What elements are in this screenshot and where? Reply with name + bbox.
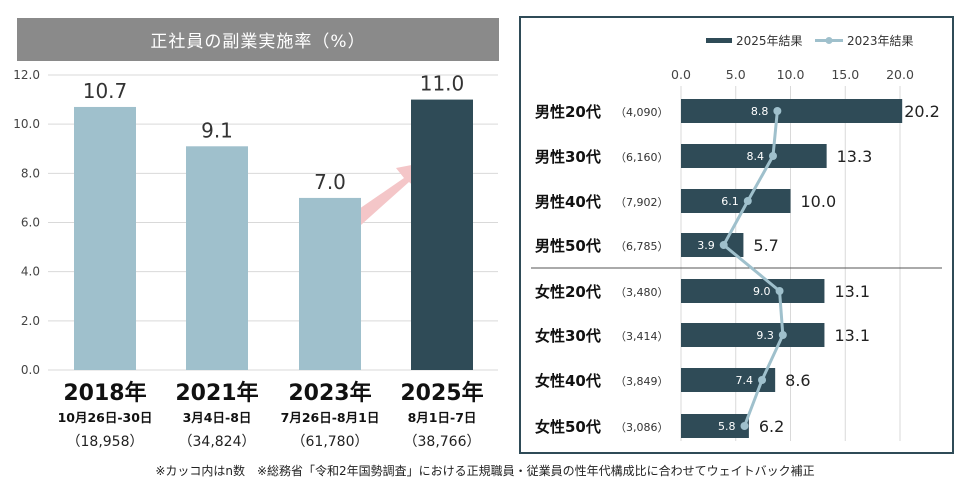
period-label: 3月4日-8日 [183, 410, 252, 425]
bar-value-label: 7.0 [314, 170, 346, 194]
left-bars [74, 99, 473, 371]
y-tick-label: 6.0 [21, 216, 40, 230]
legend-label-2023: 2023年結果 [847, 34, 914, 48]
x-tick-label: 15.0 [831, 67, 859, 82]
y-tick-label: 10.0 [13, 117, 40, 131]
y-tick-label: 0.0 [21, 363, 40, 377]
line-2023: 8.8 8.4 6.1 3.9 9.0 9.3 7.4 5.8 [697, 105, 787, 433]
bar-value-label-2025: 10.0 [801, 192, 837, 211]
sample-size-label: （38,766） [404, 434, 481, 450]
legend-marker-2023 [825, 37, 833, 44]
line-2023-value-label: 5.8 [718, 420, 736, 433]
period-label: 8月1日-7日 [408, 410, 477, 425]
sample-size-label: （4,090） [615, 106, 669, 119]
sample-size-label: （3,849） [615, 375, 669, 388]
bar-value-label-2025: 13.3 [837, 147, 873, 166]
right-bar-chart: 2025年結果 2023年結果 0.0 5.0 10.0 15.0 20.0 20.2 13… [531, 34, 942, 441]
bar-2025 [681, 99, 903, 123]
bar-value-label-2025: 6.2 [759, 417, 784, 436]
y-tick-label: 8.0 [21, 166, 40, 180]
bar-value-label-2025: 13.1 [834, 282, 870, 301]
line-2023-marker [775, 287, 784, 295]
bar [74, 106, 136, 371]
right-x-axis: 0.0 5.0 10.0 15.0 20.0 [671, 67, 914, 82]
line-2023-marker [743, 197, 752, 205]
line-2023-value-label: 6.1 [721, 195, 739, 208]
increase-arrow [343, 163, 422, 233]
x-tick-label: 0.0 [671, 67, 691, 82]
x-tick-label: 5.0 [726, 67, 746, 82]
arrow-shape [343, 163, 422, 233]
bar-value-label: 9.1 [201, 118, 233, 142]
y-category-label: 女性50代 [535, 418, 601, 436]
left-bar-labels: 10.7 9.1 7.0 11.0 [83, 72, 465, 194]
y-category-label: 男性30代 [535, 148, 601, 166]
line-2023-marker [719, 241, 728, 249]
bar-value-label-2025: 8.6 [785, 371, 810, 390]
bar-value-label-2025: 13.1 [834, 326, 870, 345]
left-bar-chart: 0.0 2.0 4.0 6.0 8.0 10.0 12.0 10.7 9.1 7.0 11.0 2… [13, 68, 498, 450]
left-y-axis: 0.0 2.0 4.0 6.0 8.0 10.0 12.0 [13, 68, 40, 377]
x-category-label: 2018年 [63, 380, 146, 406]
x-tick-label: 20.0 [886, 67, 914, 82]
line-2023-marker [740, 422, 749, 430]
sample-size-label: （18,958） [67, 434, 144, 450]
y-category-label: 女性20代 [535, 283, 601, 301]
bar-value-label-2025: 5.7 [753, 236, 778, 255]
x-tick-label: 10.0 [777, 67, 805, 82]
bar-value-label-2025: 20.2 [904, 102, 940, 121]
x-category-label: 2023年 [288, 380, 371, 406]
y-category-label: 女性30代 [535, 327, 601, 345]
x-category-label: 2025年 [400, 380, 483, 406]
legend: 2025年結果 2023年結果 [706, 34, 914, 48]
bar-value-label: 11.0 [420, 72, 465, 96]
line-2023-value-label: 7.4 [736, 374, 754, 387]
bar-value-label: 10.7 [83, 79, 128, 103]
sample-size-label: （3,086） [615, 421, 669, 434]
left-x-axis: 2018年 10月26日-30日 （18,958） 2021年 3月4日-8日 （34,8… [58, 380, 484, 450]
right-bars: 20.2 13.3 10.0 5.7 13.1 13.1 8.6 6.2 [681, 99, 940, 438]
sample-size-label: （6,160） [615, 151, 669, 164]
sample-size-label: （61,780） [292, 434, 369, 450]
sample-size-label: （3,480） [615, 286, 669, 299]
right-y-axis: 男性20代 （4,090） 男性30代 （6,160） 男性40代 （7,902） 男性50… [535, 103, 669, 436]
line-2023-value-label: 9.0 [753, 285, 771, 298]
sample-size-label: （34,824） [179, 434, 256, 450]
line-2023-value-label: 8.4 [746, 150, 764, 163]
bar-2025 [681, 323, 825, 347]
bar-2025 [681, 144, 827, 168]
bar-2025 [681, 414, 749, 438]
legend-swatch-2025 [706, 38, 732, 43]
bar-2025 [681, 189, 791, 213]
line-2023-marker [768, 152, 777, 160]
bar [411, 99, 473, 371]
y-tick-label: 12.0 [13, 68, 40, 82]
bar [299, 197, 361, 370]
y-category-label: 男性50代 [535, 237, 601, 255]
line-2023-marker [758, 376, 767, 384]
period-label: 7月26日-8月1日 [281, 410, 380, 425]
line-2023-marker [778, 331, 787, 339]
y-category-label: 男性20代 [535, 103, 601, 121]
line-2023-marker [773, 107, 782, 115]
sample-size-label: （6,785） [615, 240, 669, 253]
left-chart-title: 正社員の副業実施率（%） [17, 18, 499, 61]
legend-label-2025: 2025年結果 [736, 34, 803, 48]
period-label: 10月26日-30日 [58, 410, 153, 425]
sample-size-label: （7,902） [615, 196, 669, 209]
line-2023-value-label: 9.3 [756, 329, 774, 342]
x-category-label: 2021年 [175, 380, 258, 406]
y-category-label: 女性40代 [535, 372, 601, 390]
footnote: ※カッコ内はn数 ※総務省「令和2年国勢調査」における正規職員・従業員の性年代構… [155, 464, 815, 478]
sample-size-label: （3,414） [615, 330, 669, 343]
line-2023-value-label: 3.9 [697, 239, 715, 252]
line-2023-value-label: 8.8 [751, 105, 769, 118]
y-category-label: 男性40代 [535, 193, 601, 211]
bar [186, 146, 248, 370]
y-tick-label: 4.0 [21, 265, 40, 279]
line-2023-path [721, 110, 785, 427]
bar-2025 [681, 279, 825, 303]
y-tick-label: 2.0 [21, 314, 40, 328]
right-chart-panel [519, 16, 954, 454]
